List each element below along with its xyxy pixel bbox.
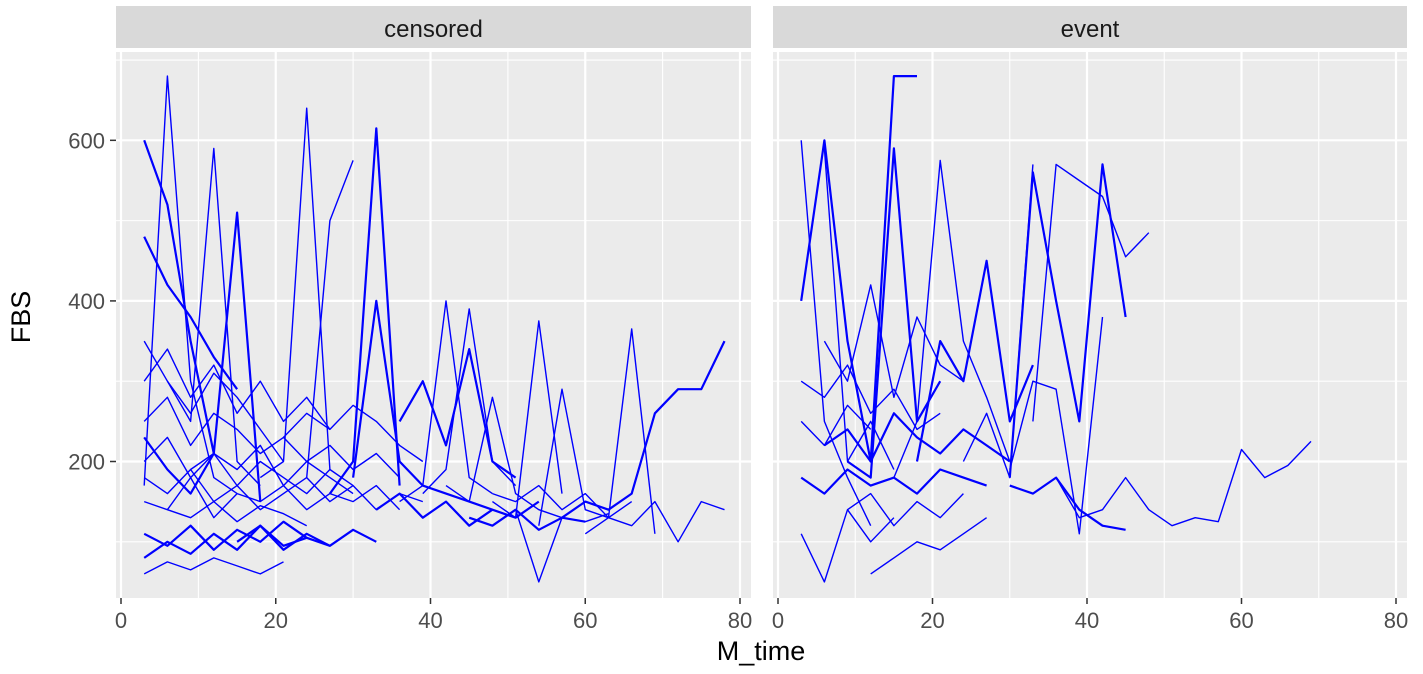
- x-tick-label: 80: [1384, 608, 1408, 633]
- series-line: [492, 484, 633, 519]
- series-line: [398, 348, 517, 479]
- x-tick-label: 60: [1229, 608, 1253, 633]
- y-axis-title: FBS: [6, 291, 36, 344]
- x-axis-censored: 0 20 40 60 80: [115, 598, 752, 633]
- series-line: [846, 147, 942, 479]
- series-line: [1009, 476, 1126, 531]
- series-line: [870, 517, 987, 575]
- y-tick-label: 200: [68, 450, 105, 475]
- facet-strip: [116, 6, 751, 48]
- series-line: [1008, 163, 1127, 478]
- series-line: [143, 75, 238, 495]
- panel-event: event 0 20 40 60 80: [772, 6, 1408, 633]
- series-line: [143, 436, 354, 495]
- series-lines: [143, 75, 726, 583]
- series-line: [800, 468, 987, 495]
- series-line: [143, 139, 215, 454]
- facet-strip-label: event: [1061, 16, 1120, 43]
- panel-censored: censored 0 20 40 60 80: [115, 6, 752, 633]
- series-line: [282, 404, 424, 463]
- series-line: [800, 74, 917, 463]
- x-axis-event: 0 20 40 60 80: [772, 598, 1408, 633]
- y-tick-label: 600: [68, 128, 105, 153]
- series-line: [915, 259, 1034, 462]
- facet-strip-label: censored: [384, 16, 483, 43]
- gridlines: [116, 52, 751, 598]
- series-line: [1055, 440, 1312, 527]
- x-tick-label: 80: [728, 608, 752, 633]
- x-tick-label: 0: [772, 608, 784, 633]
- x-tick-label: 60: [573, 608, 597, 633]
- x-tick-label: 40: [418, 608, 442, 633]
- series-line: [561, 340, 726, 519]
- series-line: [143, 236, 238, 390]
- series-line: [1032, 163, 1150, 422]
- facet-strip: [773, 6, 1407, 48]
- series-line: [800, 364, 941, 431]
- y-axis: 200 400 600: [68, 128, 116, 475]
- series-line: [236, 524, 377, 551]
- series-line: [143, 476, 401, 519]
- series-line: [143, 340, 285, 462]
- panels-layer: censored 0 20 40 60 80 event 0 20 40 60 80: [115, 6, 1408, 633]
- series-line: [847, 492, 964, 527]
- series-lines: [800, 74, 1312, 583]
- series-line: [399, 300, 493, 503]
- series-line: [143, 524, 308, 559]
- panel-background: [116, 52, 751, 598]
- series-line: [143, 557, 284, 575]
- series-line: [800, 404, 872, 447]
- x-tick-label: 20: [264, 608, 288, 633]
- series-line: [375, 492, 540, 527]
- series-line: [190, 452, 354, 495]
- series-line: [823, 284, 964, 398]
- series-line: [1009, 316, 1104, 535]
- x-tick-label: 20: [920, 608, 944, 633]
- x-tick-label: 40: [1075, 608, 1099, 633]
- series-line: [538, 328, 656, 534]
- series-line: [492, 320, 563, 519]
- series-line: [143, 520, 331, 551]
- series-line: [143, 211, 262, 502]
- series-line: [422, 308, 517, 495]
- series-line: [445, 396, 563, 519]
- x-axis-title: M_time: [717, 636, 806, 666]
- y-tick-label: 400: [68, 289, 105, 314]
- series-line: [166, 147, 261, 487]
- series-line: [823, 412, 1011, 463]
- series-line: [167, 500, 308, 527]
- series-line: [143, 348, 331, 430]
- series-line: [893, 159, 1011, 478]
- series-line: [823, 148, 895, 470]
- x-tick-label: 0: [115, 608, 127, 633]
- series-line: [306, 160, 354, 478]
